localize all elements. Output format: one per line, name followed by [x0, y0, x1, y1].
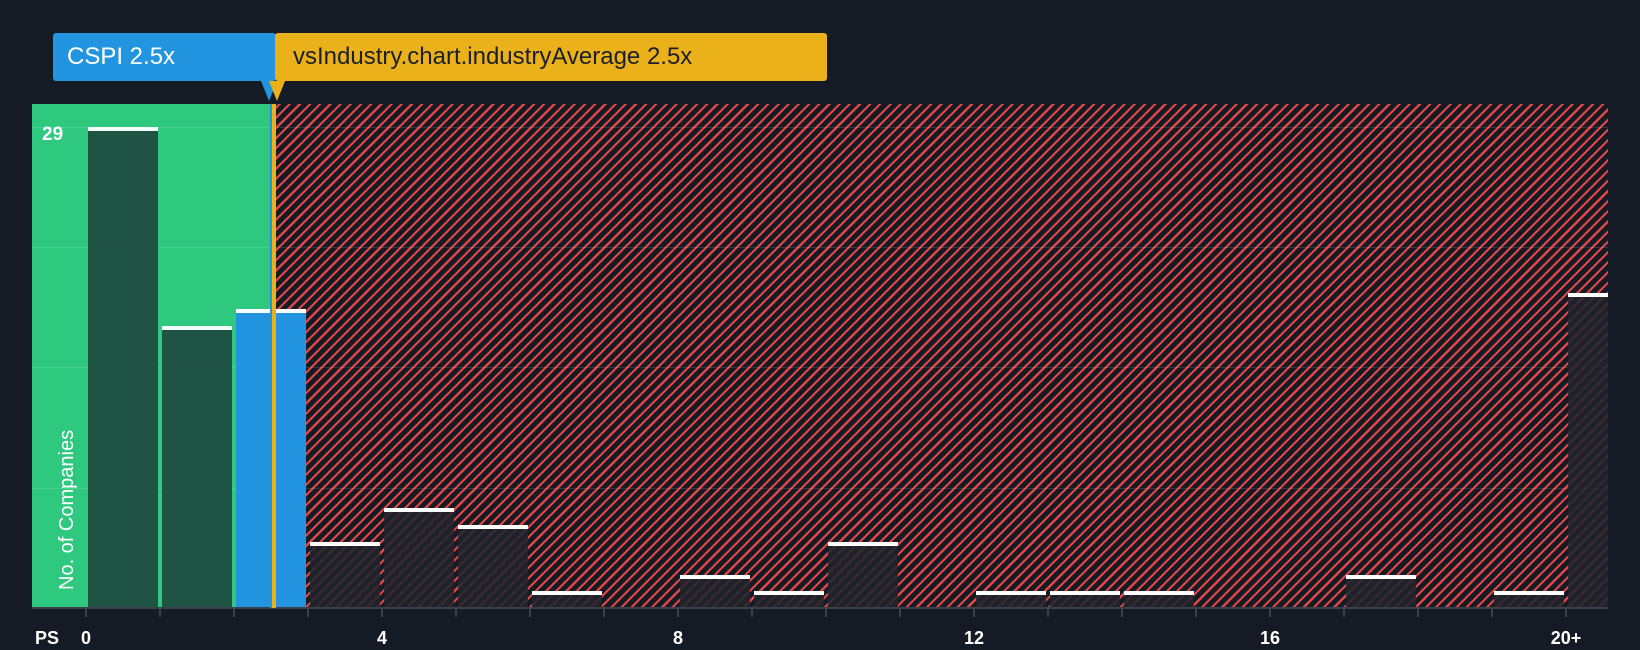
x-tick-label: 12	[963, 628, 985, 648]
x-tick-label: 20+	[1550, 628, 1582, 648]
x-tick	[233, 609, 235, 617]
x-tick	[307, 609, 309, 617]
bar-cap	[384, 508, 454, 513]
industry-average-marker-line	[272, 104, 276, 608]
x-tick	[455, 609, 457, 617]
x-tick	[85, 609, 87, 617]
industry-pointer	[269, 81, 285, 101]
x-tick-label: 4	[376, 628, 388, 648]
x-tick	[1343, 609, 1345, 617]
histogram-bar	[458, 525, 528, 608]
x-tick-label: 8	[672, 628, 684, 648]
gridline	[32, 126, 1608, 128]
bar-cap	[162, 325, 232, 330]
plot-area	[32, 104, 1608, 608]
y-max-label: 29	[42, 124, 64, 145]
x-tick	[1269, 609, 1271, 617]
bar-cap	[1346, 574, 1416, 579]
x-tick	[1047, 609, 1049, 617]
bar-cap	[754, 591, 824, 596]
bar-cap	[680, 574, 750, 579]
x-axis-line	[32, 607, 1608, 609]
x-tick	[381, 609, 383, 617]
x-tick	[1565, 609, 1567, 617]
x-tick	[1121, 609, 1123, 617]
gridline	[32, 247, 1608, 248]
histogram-bar	[1124, 591, 1194, 608]
bar-cap	[532, 591, 602, 596]
company-marker-line	[270, 104, 272, 608]
histogram-bar	[1050, 591, 1120, 608]
bar-cap	[458, 525, 528, 530]
histogram-bar	[1346, 574, 1416, 608]
histogram-bar	[828, 541, 898, 608]
x-tick	[677, 609, 679, 617]
histogram-bar	[532, 591, 602, 608]
x-tick	[1491, 609, 1493, 617]
x-tick	[159, 609, 161, 617]
x-tick-label: 0	[80, 628, 92, 648]
bar-cap	[828, 541, 898, 546]
x-tick-label: 16	[1259, 628, 1281, 648]
x-tick	[973, 609, 975, 617]
histogram-bar	[310, 541, 380, 608]
x-tick	[1195, 609, 1197, 617]
bar-cap	[976, 591, 1046, 596]
bar-cap	[1050, 591, 1120, 596]
histogram-bar	[162, 325, 232, 608]
overvalued-zone	[271, 104, 1608, 608]
histogram-bar	[754, 591, 824, 608]
gridline	[32, 487, 1608, 489]
histogram-bar	[976, 591, 1046, 608]
y-axis-label: No. of Companies	[56, 429, 78, 590]
x-tick	[603, 609, 605, 617]
x-tick	[899, 609, 901, 617]
x-tick	[825, 609, 827, 617]
x-axis-label: PS	[34, 628, 60, 648]
x-tick	[529, 609, 531, 617]
bar-cap	[1568, 292, 1608, 297]
bar-cap	[1124, 591, 1194, 596]
bar-cap	[1494, 591, 1564, 596]
histogram-bar	[88, 126, 158, 608]
bar-cap	[310, 541, 380, 546]
x-tick	[1417, 609, 1419, 617]
histogram-bar	[1568, 292, 1608, 608]
company-callout: CSPI 2.5x	[53, 33, 276, 81]
x-tick	[751, 609, 753, 617]
bar-cap	[88, 126, 158, 131]
histogram-bar	[384, 508, 454, 608]
industry-average-callout: vsIndustry.chart.industryAverage 2.5x	[275, 33, 827, 81]
gridline	[32, 367, 1608, 369]
histogram-bar	[680, 574, 750, 608]
histogram-bar	[1494, 591, 1564, 608]
